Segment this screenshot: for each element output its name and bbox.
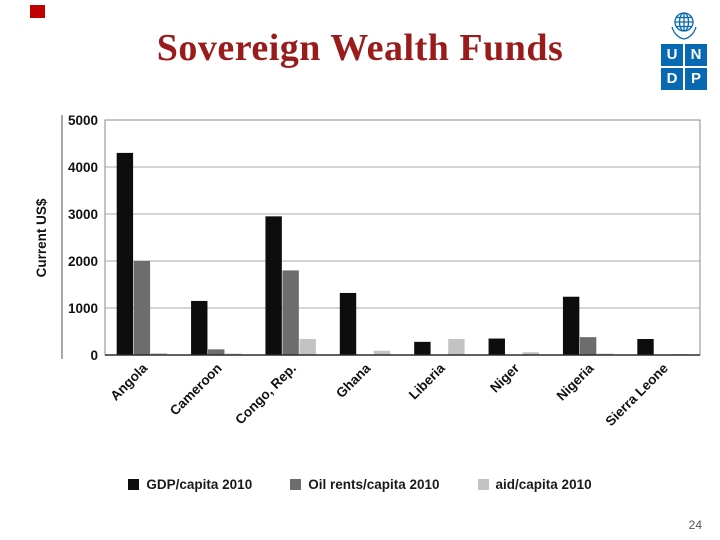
y-tick-label: 4000 [68, 160, 98, 175]
y-tick-label: 3000 [68, 207, 98, 222]
bar-congo-rep- [299, 339, 316, 355]
legend-label: aid/capita 2010 [495, 477, 592, 492]
undp-letter-grid: U N D P [660, 44, 708, 90]
logo-letter-u: U [661, 44, 683, 66]
legend-swatch-icon [128, 479, 140, 490]
category-label: Liberia [406, 360, 448, 402]
category-label: Cameroon [167, 361, 225, 419]
bar-congo-rep- [265, 216, 282, 355]
logo-letter-n: N [685, 44, 707, 66]
bar-ghana [373, 350, 391, 355]
slide-title: Sovereign Wealth Funds [156, 27, 564, 69]
bar-cameroon [208, 349, 225, 355]
chart-legend: GDP/capita 2010 Oil rents/capita 2010 aid/… [0, 477, 720, 492]
legend-swatch-icon [477, 479, 489, 490]
legend-item: GDP/capita 2010 [128, 477, 252, 492]
y-tick-label: 1000 [68, 301, 98, 316]
un-emblem-icon [671, 12, 697, 40]
y-tick-label: 5000 [68, 113, 98, 128]
bar-angola [150, 353, 168, 355]
bar-liberia [448, 339, 465, 355]
category-label: Sierra Leone [602, 360, 671, 429]
bar-niger [488, 338, 505, 355]
category-label: Ghana [333, 360, 374, 401]
category-label: Congo, Rep. [232, 361, 299, 428]
legend-item: Oil rents/capita 2010 [290, 477, 440, 492]
y-tick-label: 2000 [68, 254, 98, 269]
bar-nigeria [579, 337, 597, 355]
bar-congo-rep- [282, 270, 299, 355]
undp-logo: U N D P [660, 8, 708, 90]
category-label: Angola [107, 360, 150, 403]
bar-chart: 0 1000 2000 3000 4000 5000 Current US$ Angola Ca… [34, 113, 701, 429]
legend-label: GDP/capita 2010 [146, 477, 253, 492]
bar-cameroon [191, 300, 208, 355]
bar-liberia [414, 341, 431, 355]
y-axis-title: Current US$ [34, 198, 49, 277]
bar-angola [116, 152, 134, 355]
legend-label: Oil rents/capita 2010 [308, 477, 440, 492]
category-label: Niger [487, 360, 523, 396]
bar-nigeria [562, 296, 580, 355]
legend-item: aid/capita 2010 [477, 477, 592, 492]
legend-swatch-icon [290, 479, 302, 490]
bar-ghana [339, 292, 357, 355]
bar-niger [522, 352, 539, 355]
page-number: 24 [688, 518, 702, 532]
category-label: Nigeria [554, 360, 597, 403]
bar-sierra-leone [637, 339, 654, 355]
accent-bar [30, 5, 45, 18]
logo-letter-p: P [685, 68, 707, 90]
bar-angola [133, 261, 151, 355]
logo-letter-d: D [661, 68, 683, 90]
y-tick-label: 0 [90, 348, 98, 363]
